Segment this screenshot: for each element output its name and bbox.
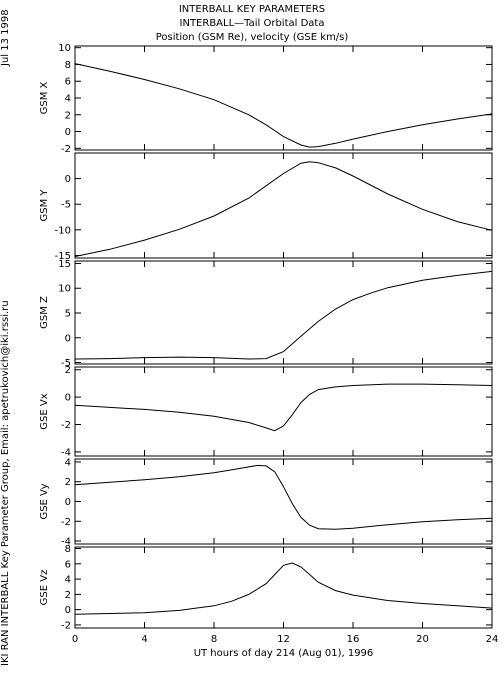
y-tick-label: 10: [58, 43, 71, 54]
y-tick-label: -2: [61, 517, 71, 528]
x-tick-label: 24: [486, 634, 499, 645]
panel-frame: [74, 458, 493, 545]
y-tick-label: 0: [65, 174, 71, 185]
y-tick-label: 0: [65, 127, 71, 138]
y-tick-label: -2: [61, 420, 71, 431]
y-tick-label: 4: [65, 457, 71, 468]
x-tick-label: 4: [141, 634, 147, 645]
panel-frame: [74, 260, 493, 365]
y-tick-label: 0: [65, 393, 71, 404]
y-tick-label: -2: [61, 144, 71, 155]
y-tick-label: 6: [65, 77, 71, 88]
series-line: [74, 270, 493, 360]
y-tick-label: 0: [65, 333, 71, 344]
y-axis-label: GSE Vx: [39, 393, 50, 429]
title-line-1: INTERBALL KEY PARAMETERS: [178, 4, 326, 15]
series-line: [74, 161, 493, 257]
y-tick-label: -5: [61, 200, 71, 211]
x-tick-label: 16: [347, 634, 360, 645]
series-line: [74, 63, 493, 148]
series-line: [74, 464, 493, 530]
title-line-2: INTERBALL—Tail Orbital Data: [179, 18, 325, 29]
panel-frame: [74, 366, 493, 457]
series-line: [74, 562, 493, 615]
y-tick-label: -4: [61, 537, 71, 548]
y-tick-label: 8: [65, 544, 71, 555]
panel-frame: [74, 45, 493, 151]
y-axis-label: GSE Vz: [39, 570, 50, 606]
y-tick-label: -4: [61, 447, 71, 458]
y-tick-label: -5: [61, 358, 71, 369]
y-axis-label: GSM Z: [39, 296, 50, 329]
y-tick-label: 4: [65, 575, 71, 586]
x-tick-label: 0: [72, 634, 78, 645]
y-tick-label: 0: [65, 497, 71, 508]
y-tick-label: 4: [65, 94, 71, 105]
y-tick-label: 8: [65, 60, 71, 71]
y-tick-label: 2: [65, 365, 71, 376]
y-tick-label: 15: [58, 259, 71, 270]
y-tick-label: -10: [55, 225, 71, 236]
x-tick-label: 8: [211, 634, 217, 645]
y-tick-label: 2: [65, 477, 71, 488]
title-line-3: Position (GSM Re), velocity (GSE km/s): [155, 32, 349, 43]
y-tick-label: 6: [65, 559, 71, 570]
y-tick-label: -15: [55, 251, 71, 262]
y-tick-label: 5: [65, 308, 71, 319]
y-tick-label: 10: [58, 284, 71, 295]
x-axis-label: UT hours of day 214 (Aug 01), 1996: [194, 648, 374, 659]
y-axis-label: GSE Vy: [39, 483, 50, 519]
y-axis-label: GSM Y: [39, 189, 50, 222]
y-tick-label: 2: [65, 110, 71, 121]
y-tick-label: 0: [65, 605, 71, 616]
y-tick-label: -2: [61, 620, 71, 631]
y-axis-label: GSM X: [39, 81, 50, 114]
x-tick-label: 12: [277, 634, 290, 645]
x-tick-label: 20: [416, 634, 429, 645]
series-line: [74, 383, 493, 432]
y-tick-label: 2: [65, 590, 71, 601]
panel-frame: [74, 546, 493, 629]
